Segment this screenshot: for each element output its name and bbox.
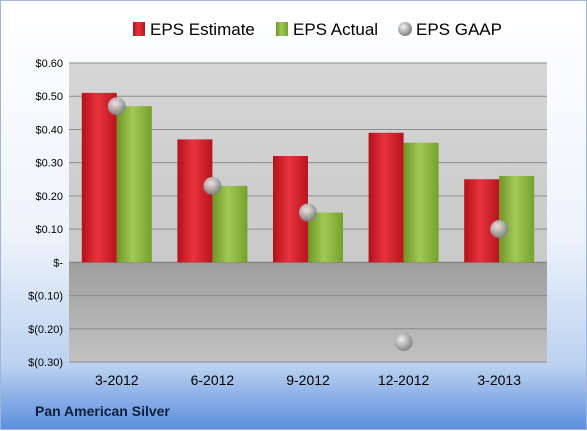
- legend-actual-swatch: [276, 22, 288, 36]
- x-category-label: 9-2012: [286, 372, 330, 388]
- plot-background-negative: [69, 262, 547, 362]
- eps-gaap-marker: [203, 176, 222, 195]
- x-axis: 3-2012 6-2012 9-2012 12-2012 3-2013: [95, 372, 521, 388]
- legend: EPS Estimate EPS Actual EPS GAAP: [133, 20, 502, 39]
- gaap-markers: [107, 97, 509, 352]
- legend-estimate-swatch: [133, 22, 145, 36]
- legend-gaap-label: EPS GAAP: [416, 20, 502, 39]
- company-name: Pan American Silver: [35, 403, 170, 419]
- x-category-label: 3-2012: [95, 372, 139, 388]
- eps-estimate-bar: [81, 92, 117, 263]
- y-tick-label: $0.40: [35, 124, 63, 136]
- eps-gaap-marker: [107, 97, 126, 116]
- legend-estimate-label: EPS Estimate: [150, 20, 255, 39]
- eps-actual-bar: [212, 185, 248, 263]
- y-tick-label: $0.60: [35, 58, 63, 70]
- x-category-label: 6-2012: [191, 372, 235, 388]
- eps-actual-bar: [403, 142, 439, 263]
- y-tick-label: $0.30: [35, 158, 63, 170]
- y-tick-label: $0.50: [35, 91, 63, 103]
- legend-gaap-swatch: [398, 22, 412, 36]
- y-tick-label: $(0.20): [28, 324, 63, 336]
- y-tick-label: $0.10: [35, 224, 63, 236]
- eps-actual-bar: [116, 106, 152, 263]
- eps-actual-bar: [499, 175, 535, 263]
- eps-gaap-marker: [299, 203, 317, 222]
- y-tick-label: $0.20: [35, 191, 63, 203]
- eps-gaap-marker: [394, 333, 413, 352]
- y-tick-label: $(0.30): [28, 357, 63, 369]
- eps-estimate-bar: [177, 139, 213, 263]
- eps-actual-bar: [308, 212, 343, 263]
- eps-gaap-marker: [490, 220, 509, 239]
- eps-estimate-bar: [368, 132, 404, 263]
- y-axis: $0.60 $0.50 $0.40 $0.30 $0.20 $0.10 $- $(0.10) $…: [28, 58, 63, 369]
- x-category-label: 12-2012: [378, 372, 430, 388]
- legend-actual-label: EPS Actual: [293, 20, 378, 39]
- y-tick-label: $(0.10): [28, 291, 63, 303]
- y-tick-label: $-: [53, 257, 63, 269]
- eps-estimate-bar: [464, 179, 500, 263]
- x-category-label: 3-2013: [477, 372, 521, 388]
